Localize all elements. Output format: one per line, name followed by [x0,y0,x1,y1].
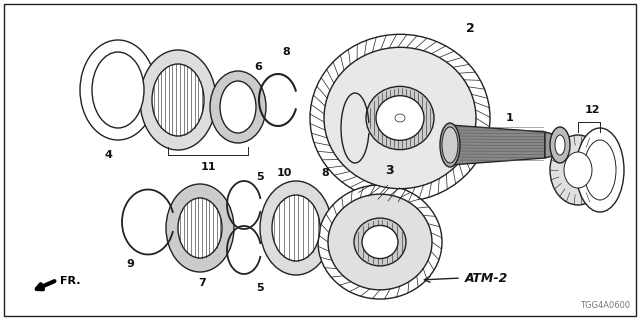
Polygon shape [450,125,545,165]
Text: FR.: FR. [60,276,81,286]
Text: 10: 10 [276,168,292,178]
Ellipse shape [564,152,592,188]
Text: ATM-2: ATM-2 [465,271,508,284]
Ellipse shape [366,86,434,150]
Ellipse shape [354,218,406,266]
Ellipse shape [260,181,332,275]
Ellipse shape [555,135,565,155]
Ellipse shape [166,184,234,272]
Text: 2: 2 [466,21,474,35]
Text: TGG4A0600: TGG4A0600 [580,301,630,310]
Text: 9: 9 [126,259,134,269]
Ellipse shape [80,40,156,140]
Text: 8: 8 [321,168,329,178]
Ellipse shape [395,114,405,122]
Text: 8: 8 [282,47,290,57]
Ellipse shape [310,34,490,202]
Ellipse shape [152,64,204,136]
Ellipse shape [550,127,570,163]
Ellipse shape [318,185,442,299]
Text: 1: 1 [506,113,514,123]
Text: 6: 6 [254,62,262,72]
Ellipse shape [220,81,256,133]
Text: 5: 5 [256,283,264,293]
Text: 4: 4 [104,150,112,160]
Polygon shape [545,132,560,158]
Ellipse shape [584,140,616,200]
Text: 5: 5 [256,172,264,182]
Ellipse shape [324,47,476,189]
Ellipse shape [92,52,144,128]
Ellipse shape [272,195,320,261]
Ellipse shape [362,225,398,259]
Ellipse shape [210,71,266,143]
Ellipse shape [576,128,624,212]
Ellipse shape [178,198,222,258]
Ellipse shape [328,194,432,290]
Ellipse shape [376,96,424,140]
Ellipse shape [550,135,606,205]
Ellipse shape [140,50,216,150]
Ellipse shape [440,123,460,167]
Text: 3: 3 [386,164,394,177]
Text: 7: 7 [198,278,206,288]
Text: 11: 11 [200,162,216,172]
Ellipse shape [442,127,458,163]
Text: 12: 12 [584,105,600,115]
